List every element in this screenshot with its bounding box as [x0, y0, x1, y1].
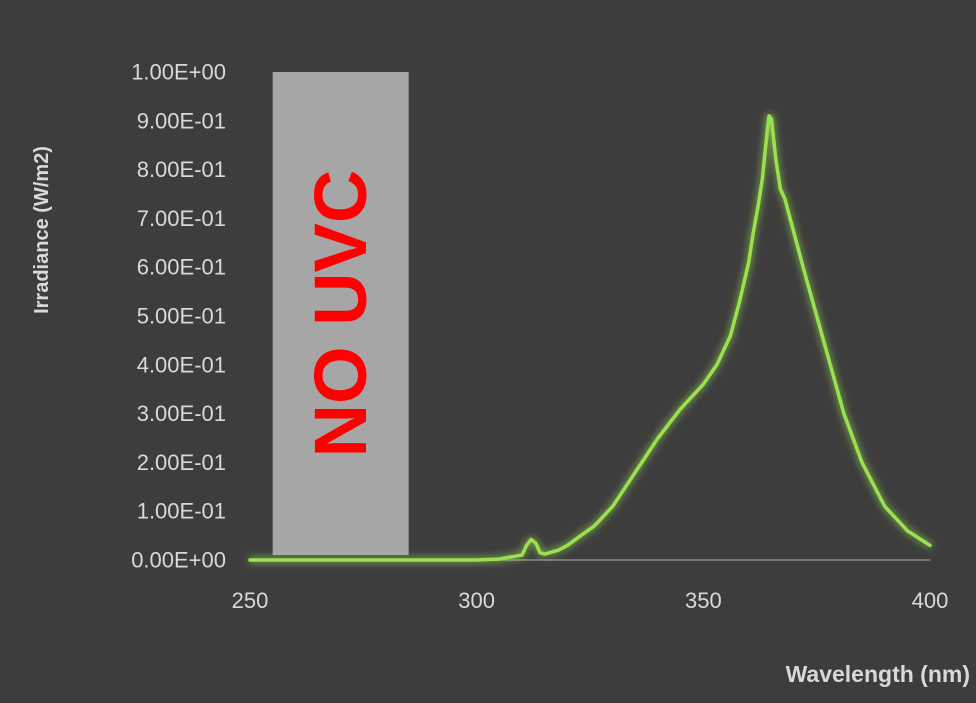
x-tick-label: 350: [685, 588, 722, 613]
y-tick-label: 1.00E+00: [131, 60, 226, 85]
x-tick-label: 400: [912, 588, 949, 613]
x-axis-title: Wavelength (nm): [786, 661, 970, 687]
x-tick-label: 300: [458, 588, 495, 613]
y-tick-label: 9.00E-01: [137, 108, 226, 133]
uvc-band: [272, 72, 409, 556]
y-tick-label: 8.00E-01: [137, 157, 226, 182]
y-tick-label: 1.00E-01: [137, 499, 226, 524]
y-tick-label: 2.00E-01: [137, 450, 226, 475]
y-tick-label: 5.00E-01: [137, 304, 226, 329]
x-tick-label: 250: [232, 588, 269, 613]
y-tick-label: 7.00E-01: [137, 206, 226, 231]
y-tick-label: 0.00E+00: [131, 548, 226, 573]
irradiance-series-line: [248, 114, 932, 562]
y-tick-label: 3.00E-01: [137, 401, 226, 426]
y-axis-title: Irradiance (W/m2): [31, 146, 53, 314]
uvc-annotation-label: NO UVC: [299, 170, 382, 458]
y-tick-label: 6.00E-01: [137, 255, 226, 280]
y-tick-label: 4.00E-01: [137, 352, 226, 377]
